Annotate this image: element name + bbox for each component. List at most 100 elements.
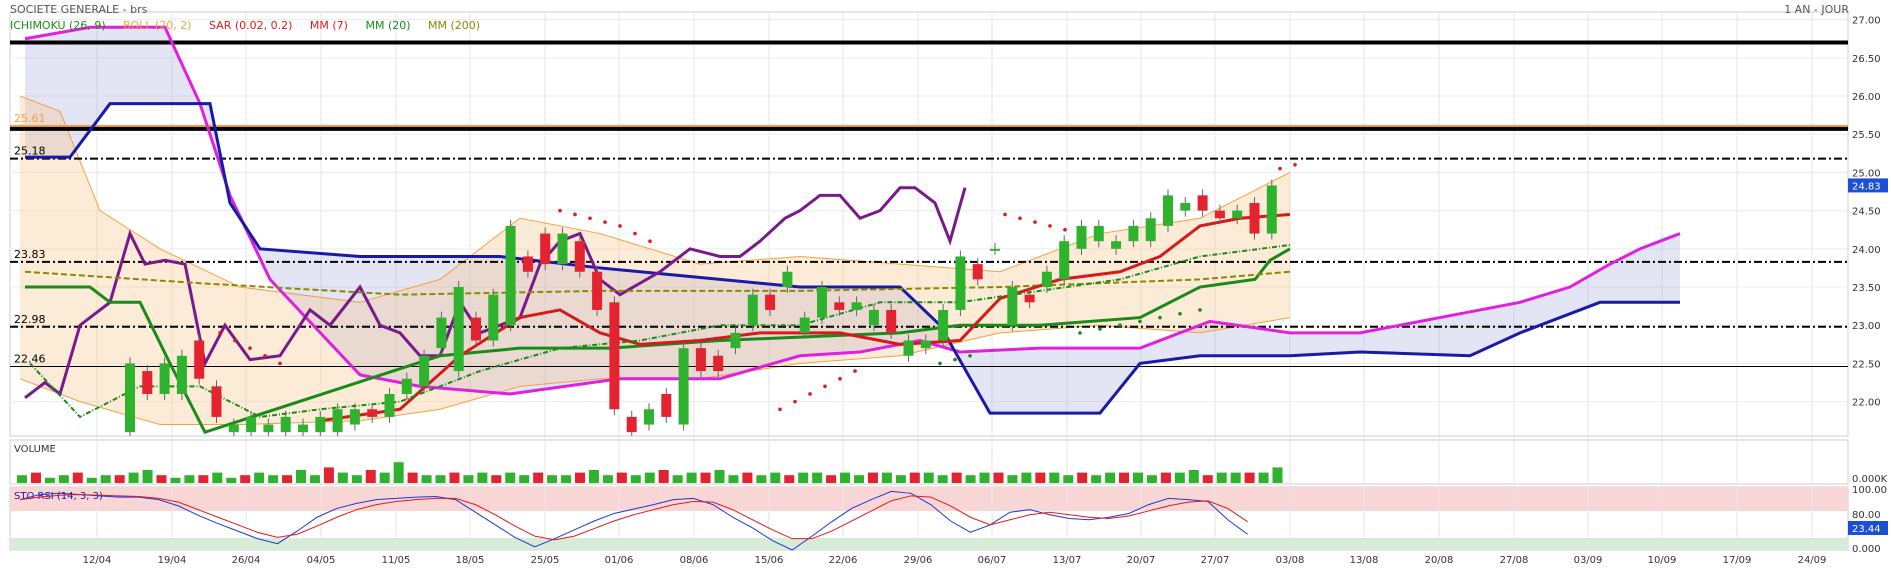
candle-body [1214,210,1225,219]
candle-body [834,302,845,310]
candle-body [747,294,758,326]
volume-bar [463,475,474,483]
date-tick-label: 04/05 [307,555,336,566]
legend-mm200[interactable]: MM (200) [428,19,481,32]
volume-bar [156,475,167,483]
legend-mm20[interactable]: MM (20) [365,19,411,32]
candle-body [263,424,274,433]
date-tick-label: 25/05 [531,555,560,566]
volume-bar [547,475,558,483]
candle-body [1111,241,1122,249]
sar-dot [1048,224,1052,228]
candle-body [1197,195,1208,211]
volume-bar [644,472,655,483]
volume-bar [309,475,320,483]
volume-bar [533,472,544,483]
volume-bar [1146,475,1157,483]
candle-body [332,409,343,433]
sar-dot [968,353,972,358]
candle-body [557,233,568,265]
candle-body [367,409,378,417]
volume-bar [240,475,251,483]
legend-mm7[interactable]: MM (7) [309,19,348,32]
legend-sar[interactable]: SAR (0.02, 0.2) [208,19,293,32]
bollinger-lower [19,317,1291,426]
candle-body [1024,294,1035,303]
candle-body [1249,202,1260,234]
candle-body [1041,271,1052,288]
date-tick-label: 27/08 [1500,555,1529,566]
candle-body [1232,210,1243,219]
price-level-label: 23.83 [14,248,46,261]
volume-bar [1230,472,1241,483]
legend-ichimoku[interactable]: ICHIMOKU (26, 9) [10,19,106,32]
candle-body [522,256,533,272]
volume-bar [881,472,892,483]
volume-bar [854,475,864,483]
volume-bar [700,472,711,483]
volume-bar [337,472,348,483]
candle-body [851,302,862,310]
candle-body [1007,287,1018,326]
date-tick-label: 18/05 [456,555,485,566]
period-label[interactable]: 1 AN - JOUR [1784,3,1849,16]
volume-bar [1244,472,1255,483]
rsi-tick-label: 0.000 [1852,544,1881,555]
candle-body [315,416,326,433]
volume-bar [519,475,530,483]
price-tick-label: 24.00 [1852,245,1881,256]
rsi-overbought-zone [10,487,1848,511]
candle-body [886,309,897,333]
volume-bar [212,472,223,483]
candle-body [695,348,706,372]
date-tick-label: 19/04 [158,555,187,566]
volume-bar [826,475,837,483]
volume-bar [491,475,502,483]
candle-body [972,264,983,280]
rsi-oversold-zone [10,538,1848,550]
candle-body [142,371,153,394]
date-tick-label: 26/04 [232,555,261,566]
volume-bar [1202,475,1213,483]
sar-dot [1178,311,1182,316]
candle-body [471,317,481,341]
candle-body [436,317,447,349]
sar-dot [248,346,252,350]
candle-body [661,393,672,417]
volume-bar [742,472,753,483]
sar-dot [278,361,282,366]
sar-dot [233,338,237,343]
volume-bar [72,472,83,483]
volume-bar [435,475,446,483]
volume-bar [44,477,55,483]
volume-bar [1091,475,1102,483]
volume-bar [770,472,781,483]
rsi-last-text: 23.44 [1852,524,1881,535]
date-tick-label: 27/07 [1201,555,1230,566]
candle-body [453,287,464,372]
price-level-label: 25.61 [14,112,46,125]
date-tick-label: 08/06 [680,555,709,566]
volume-bar [909,472,920,483]
sar-dot [588,216,592,221]
candle-body [1076,225,1087,249]
sar-dot [823,384,827,389]
volume-bar [1119,472,1130,483]
price-level-label: 22.46 [14,352,46,365]
legend-boll[interactable]: BOLL (20, 2) [123,19,192,32]
volume-bar [937,475,948,483]
candle-body [1145,218,1156,242]
volume-bar [840,472,851,483]
price-tick-label: 22.00 [1852,398,1881,409]
candle-body [903,340,914,356]
volume-bar [1077,472,1088,483]
volume-bar [923,472,934,483]
candle-body [384,393,395,417]
price-panel [9,11,1849,437]
date-tick-label: 10/09 [1648,555,1677,566]
candle-body [1163,195,1173,226]
volume-bar [100,475,111,483]
candle-body [782,271,793,288]
candle-body [401,378,412,394]
senkou-span-b [25,102,1680,415]
